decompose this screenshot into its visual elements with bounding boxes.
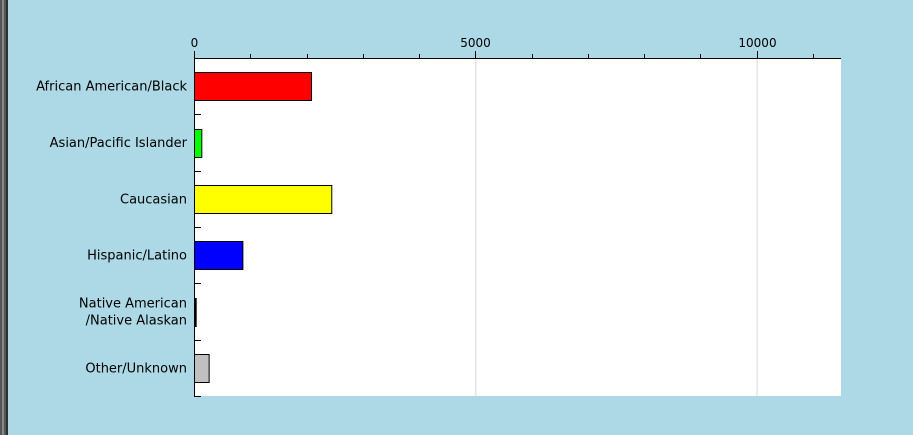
bar xyxy=(194,298,197,327)
category-label: Native American xyxy=(79,297,187,312)
bar xyxy=(194,354,210,383)
bar xyxy=(194,72,313,101)
plot-area xyxy=(194,58,841,396)
bar xyxy=(194,129,203,158)
category-label: Other/Unknown xyxy=(85,361,187,376)
x-tick-label: 5000 xyxy=(460,36,491,50)
category-label: Caucasian xyxy=(120,192,187,207)
bar xyxy=(194,241,244,270)
category-label: African American/Black xyxy=(36,80,187,95)
x-tick-label: 10000 xyxy=(738,36,776,50)
category-label: /Native Alaskan xyxy=(86,314,187,329)
category-label: Hispanic/Latino xyxy=(87,249,187,264)
category-label: Asian/Pacific Islander xyxy=(50,136,188,151)
window-border xyxy=(0,0,8,435)
bar xyxy=(194,185,333,214)
x-tick-label: 0 xyxy=(191,36,199,50)
